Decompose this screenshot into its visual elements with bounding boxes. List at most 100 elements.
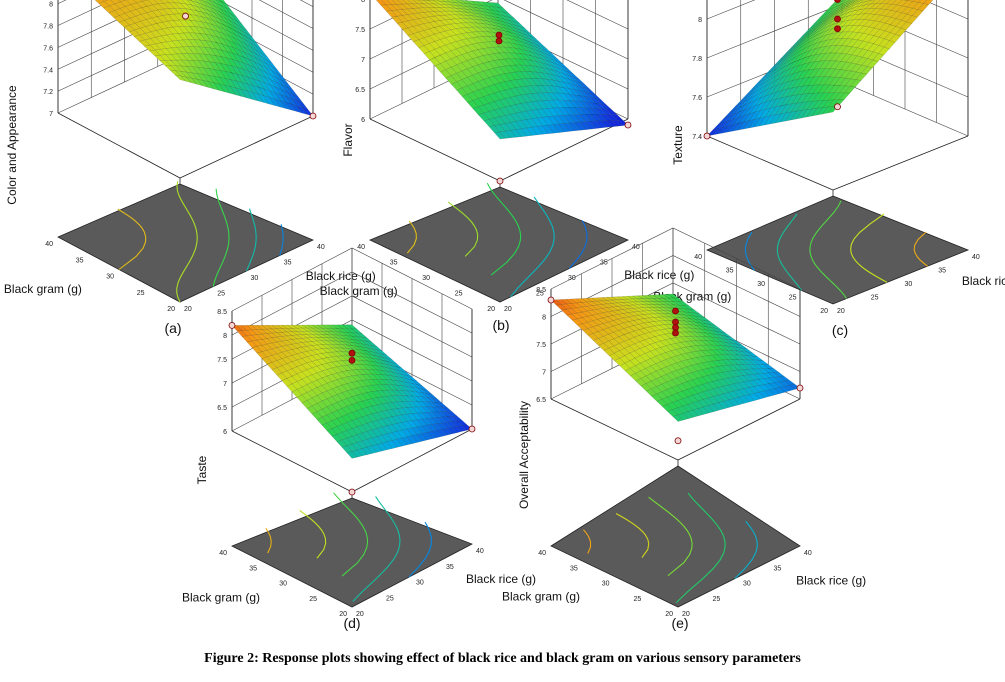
design-point — [547, 296, 555, 304]
surface-cell — [236, 325, 248, 331]
surface-cell — [805, 32, 818, 42]
contour-line — [408, 521, 433, 578]
surface-cell — [747, 374, 760, 381]
surface-cell — [190, 0, 199, 3]
surface-cell — [774, 387, 786, 394]
surface-cell — [336, 340, 348, 346]
surface-cell — [432, 0, 440, 2]
x-tick-label: 20 — [682, 611, 690, 618]
surface-cell — [351, 348, 363, 354]
z-tick-label: 7.4 — [43, 67, 53, 74]
surface-cell — [768, 368, 780, 373]
surface-cell — [301, 331, 313, 335]
surface-cell — [341, 360, 353, 366]
surface-cell — [514, 25, 526, 32]
surface-cell — [565, 298, 577, 304]
surface-cell — [743, 394, 755, 403]
surface-cell — [296, 347, 308, 353]
floor-plane — [550, 465, 801, 608]
z-tick-label: 7 — [49, 111, 53, 118]
floor-plane — [231, 497, 473, 608]
surface-cell — [103, 5, 115, 14]
surface-cell — [376, 355, 388, 362]
surface-cell — [140, 26, 152, 34]
surface-cell — [747, 355, 759, 361]
surface-cell — [169, 65, 182, 72]
surface-cell — [417, 7, 430, 13]
surface-cell — [822, 106, 834, 115]
contour-line — [568, 220, 588, 269]
y-tick-label: 35 — [390, 260, 398, 267]
surface-cell — [830, 52, 842, 62]
panel-label: (d) — [343, 615, 360, 631]
surface-cell — [573, 77, 585, 85]
surface-cell — [205, 0, 215, 7]
surface-cell — [561, 309, 573, 316]
box-edge — [369, 118, 501, 182]
y-tick-label: 20 — [665, 611, 673, 618]
z-axis-label: Taste — [195, 455, 209, 484]
surface-cell — [326, 428, 338, 437]
surface-cell — [482, 14, 494, 20]
response-surface — [550, 293, 801, 422]
surface-cell — [850, 0, 858, 4]
surface-cell — [855, 0, 863, 3]
surface-cell — [811, 24, 824, 34]
surface-cell — [113, 15, 125, 23]
box-edge — [706, 135, 834, 191]
box-edge — [179, 115, 314, 179]
surface-cell — [846, 0, 852, 3]
surface-cell — [657, 294, 669, 299]
y-tick-label: 35 — [76, 257, 84, 264]
surface-cell — [212, 0, 221, 6]
surface-cell — [841, 0, 846, 2]
panel-label: (b) — [492, 317, 509, 333]
y-tick-label: 40 — [219, 550, 227, 557]
surface-cell — [246, 335, 258, 342]
surface-cell — [456, 420, 468, 426]
surface-cell — [635, 363, 646, 371]
surface-cell — [421, 392, 433, 399]
panel-label: (e) — [671, 615, 688, 631]
surface-cell — [873, 29, 886, 38]
design-point — [348, 356, 356, 364]
surface-cell — [906, 8, 919, 16]
surface-cell — [199, 0, 204, 2]
surface-cell — [157, 3, 170, 10]
surface-cell — [727, 383, 739, 392]
surface-cell — [311, 327, 323, 332]
y-tick-label: 40 — [694, 254, 702, 261]
surface-cell — [301, 337, 313, 343]
z-axis-label: Overall Acceptability — [517, 401, 531, 509]
surface-cell — [722, 371, 734, 379]
surface-cell — [198, 0, 209, 7]
surface-cell — [346, 451, 358, 459]
x-tick-label: 30 — [743, 581, 751, 588]
surface-cell — [263, 95, 275, 106]
surface-cell — [171, 40, 184, 48]
surface-cell — [769, 113, 782, 125]
surface-cell — [144, 44, 156, 52]
x-tick-label: 25 — [871, 295, 879, 302]
surface-cell — [759, 115, 771, 127]
surface-cell — [917, 3, 929, 12]
design-point — [348, 349, 356, 357]
surface-cell — [676, 383, 688, 392]
surface-cell — [271, 328, 283, 333]
surface-cell — [301, 362, 313, 370]
surface-cell — [202, 80, 214, 89]
surface-cell — [582, 328, 594, 336]
surface-cell — [361, 337, 373, 343]
surface-cell — [602, 311, 614, 317]
surface-cell — [248, 59, 261, 70]
surface-cell — [631, 298, 644, 302]
surface-cell — [590, 107, 602, 115]
z-tick-label: 7.5 — [217, 357, 227, 364]
surface-cell — [608, 353, 620, 361]
contour-line — [510, 196, 555, 298]
contour-line — [299, 510, 327, 559]
z-tick-label: 7.2 — [43, 89, 53, 96]
surface-cell — [291, 328, 303, 332]
surface-cell — [311, 411, 323, 420]
